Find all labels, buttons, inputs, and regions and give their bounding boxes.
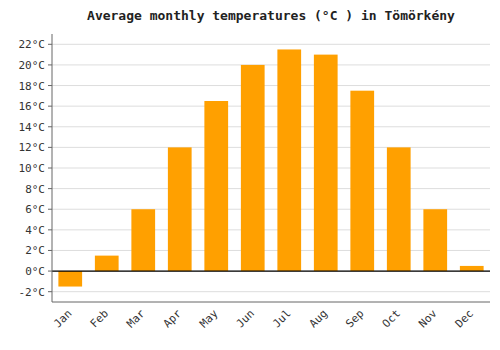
tick-mark xyxy=(48,291,52,292)
bar xyxy=(387,147,411,271)
category-label: Dec xyxy=(453,307,476,330)
category-label: Jun xyxy=(234,307,257,330)
category-label: Apr xyxy=(161,307,185,331)
tick-mark xyxy=(48,209,52,210)
tick-mark xyxy=(48,106,52,107)
grid-line xyxy=(52,147,490,148)
tick-mark xyxy=(48,271,52,272)
grid-line xyxy=(52,188,490,189)
grid-line xyxy=(52,85,490,86)
tick-label: 0°C xyxy=(25,265,45,278)
y-axis-line xyxy=(52,34,53,302)
tick-label: 8°C xyxy=(25,183,45,196)
grid-line xyxy=(52,64,490,65)
bar xyxy=(204,101,228,271)
tick-mark xyxy=(48,147,52,148)
tick-mark xyxy=(48,250,52,251)
tick-label: 14°C xyxy=(19,121,46,134)
title: Average monthly temperatures (°C ) in Tö… xyxy=(87,8,455,23)
y-axis-ticks: -2°C 0°C 2°C 4°C 6°C 8°C 10°C 12°C 14°C 16°C 18°C 2… xyxy=(19,38,53,298)
grid-line xyxy=(52,271,490,272)
category-label: Jul xyxy=(270,307,293,330)
bar xyxy=(58,271,82,286)
bar xyxy=(131,209,155,271)
grid-line xyxy=(52,44,490,45)
grid-line xyxy=(52,106,490,107)
x-axis-line xyxy=(52,302,490,303)
tick-mark xyxy=(48,85,52,86)
bars xyxy=(58,49,483,286)
grid-line xyxy=(52,168,490,169)
bar xyxy=(350,91,374,271)
category-label: Nov xyxy=(416,307,440,331)
tick-label: 18°C xyxy=(19,80,46,93)
tick-label: 12°C xyxy=(19,141,46,154)
chart: Average monthly temperatures (°C ) in Tö… xyxy=(0,0,500,350)
grid-line xyxy=(52,291,490,292)
tick-mark xyxy=(48,229,52,230)
tick-label: 22°C xyxy=(19,38,46,51)
tick-mark xyxy=(48,126,52,127)
tick-label: -2°C xyxy=(19,286,46,299)
bar xyxy=(314,55,338,271)
category-label: Mar xyxy=(124,307,148,331)
bar xyxy=(241,65,265,271)
bar xyxy=(95,256,119,271)
category-label: Aug xyxy=(307,307,330,330)
category-label: Jan xyxy=(51,307,74,330)
category-label: Oct xyxy=(380,307,403,330)
grid-line xyxy=(52,126,490,127)
x-axis-ticks: Jan Feb Mar Apr May Jun Jul Aug Sep Oct Nov Dec xyxy=(51,307,476,331)
bar xyxy=(277,49,301,271)
bar xyxy=(168,147,192,271)
bar xyxy=(460,266,484,271)
category-label: May xyxy=(197,307,221,331)
tick-mark xyxy=(48,188,52,189)
tick-label: 2°C xyxy=(25,244,45,257)
page: {"chart_data": {"type": "bar", "title": … xyxy=(0,0,500,350)
baseline xyxy=(52,270,490,271)
category-label: Sep xyxy=(343,307,366,330)
tick-label: 20°C xyxy=(19,59,46,72)
grid xyxy=(52,44,490,291)
tick-label: 4°C xyxy=(25,224,45,237)
tick-mark xyxy=(48,44,52,45)
tick-label: 10°C xyxy=(19,162,46,175)
bar xyxy=(423,209,447,271)
tick-label: 6°C xyxy=(25,203,45,216)
tick-label: 16°C xyxy=(19,100,46,113)
tick-mark xyxy=(48,168,52,169)
tick-mark xyxy=(48,64,52,65)
category-label: Feb xyxy=(88,307,111,330)
